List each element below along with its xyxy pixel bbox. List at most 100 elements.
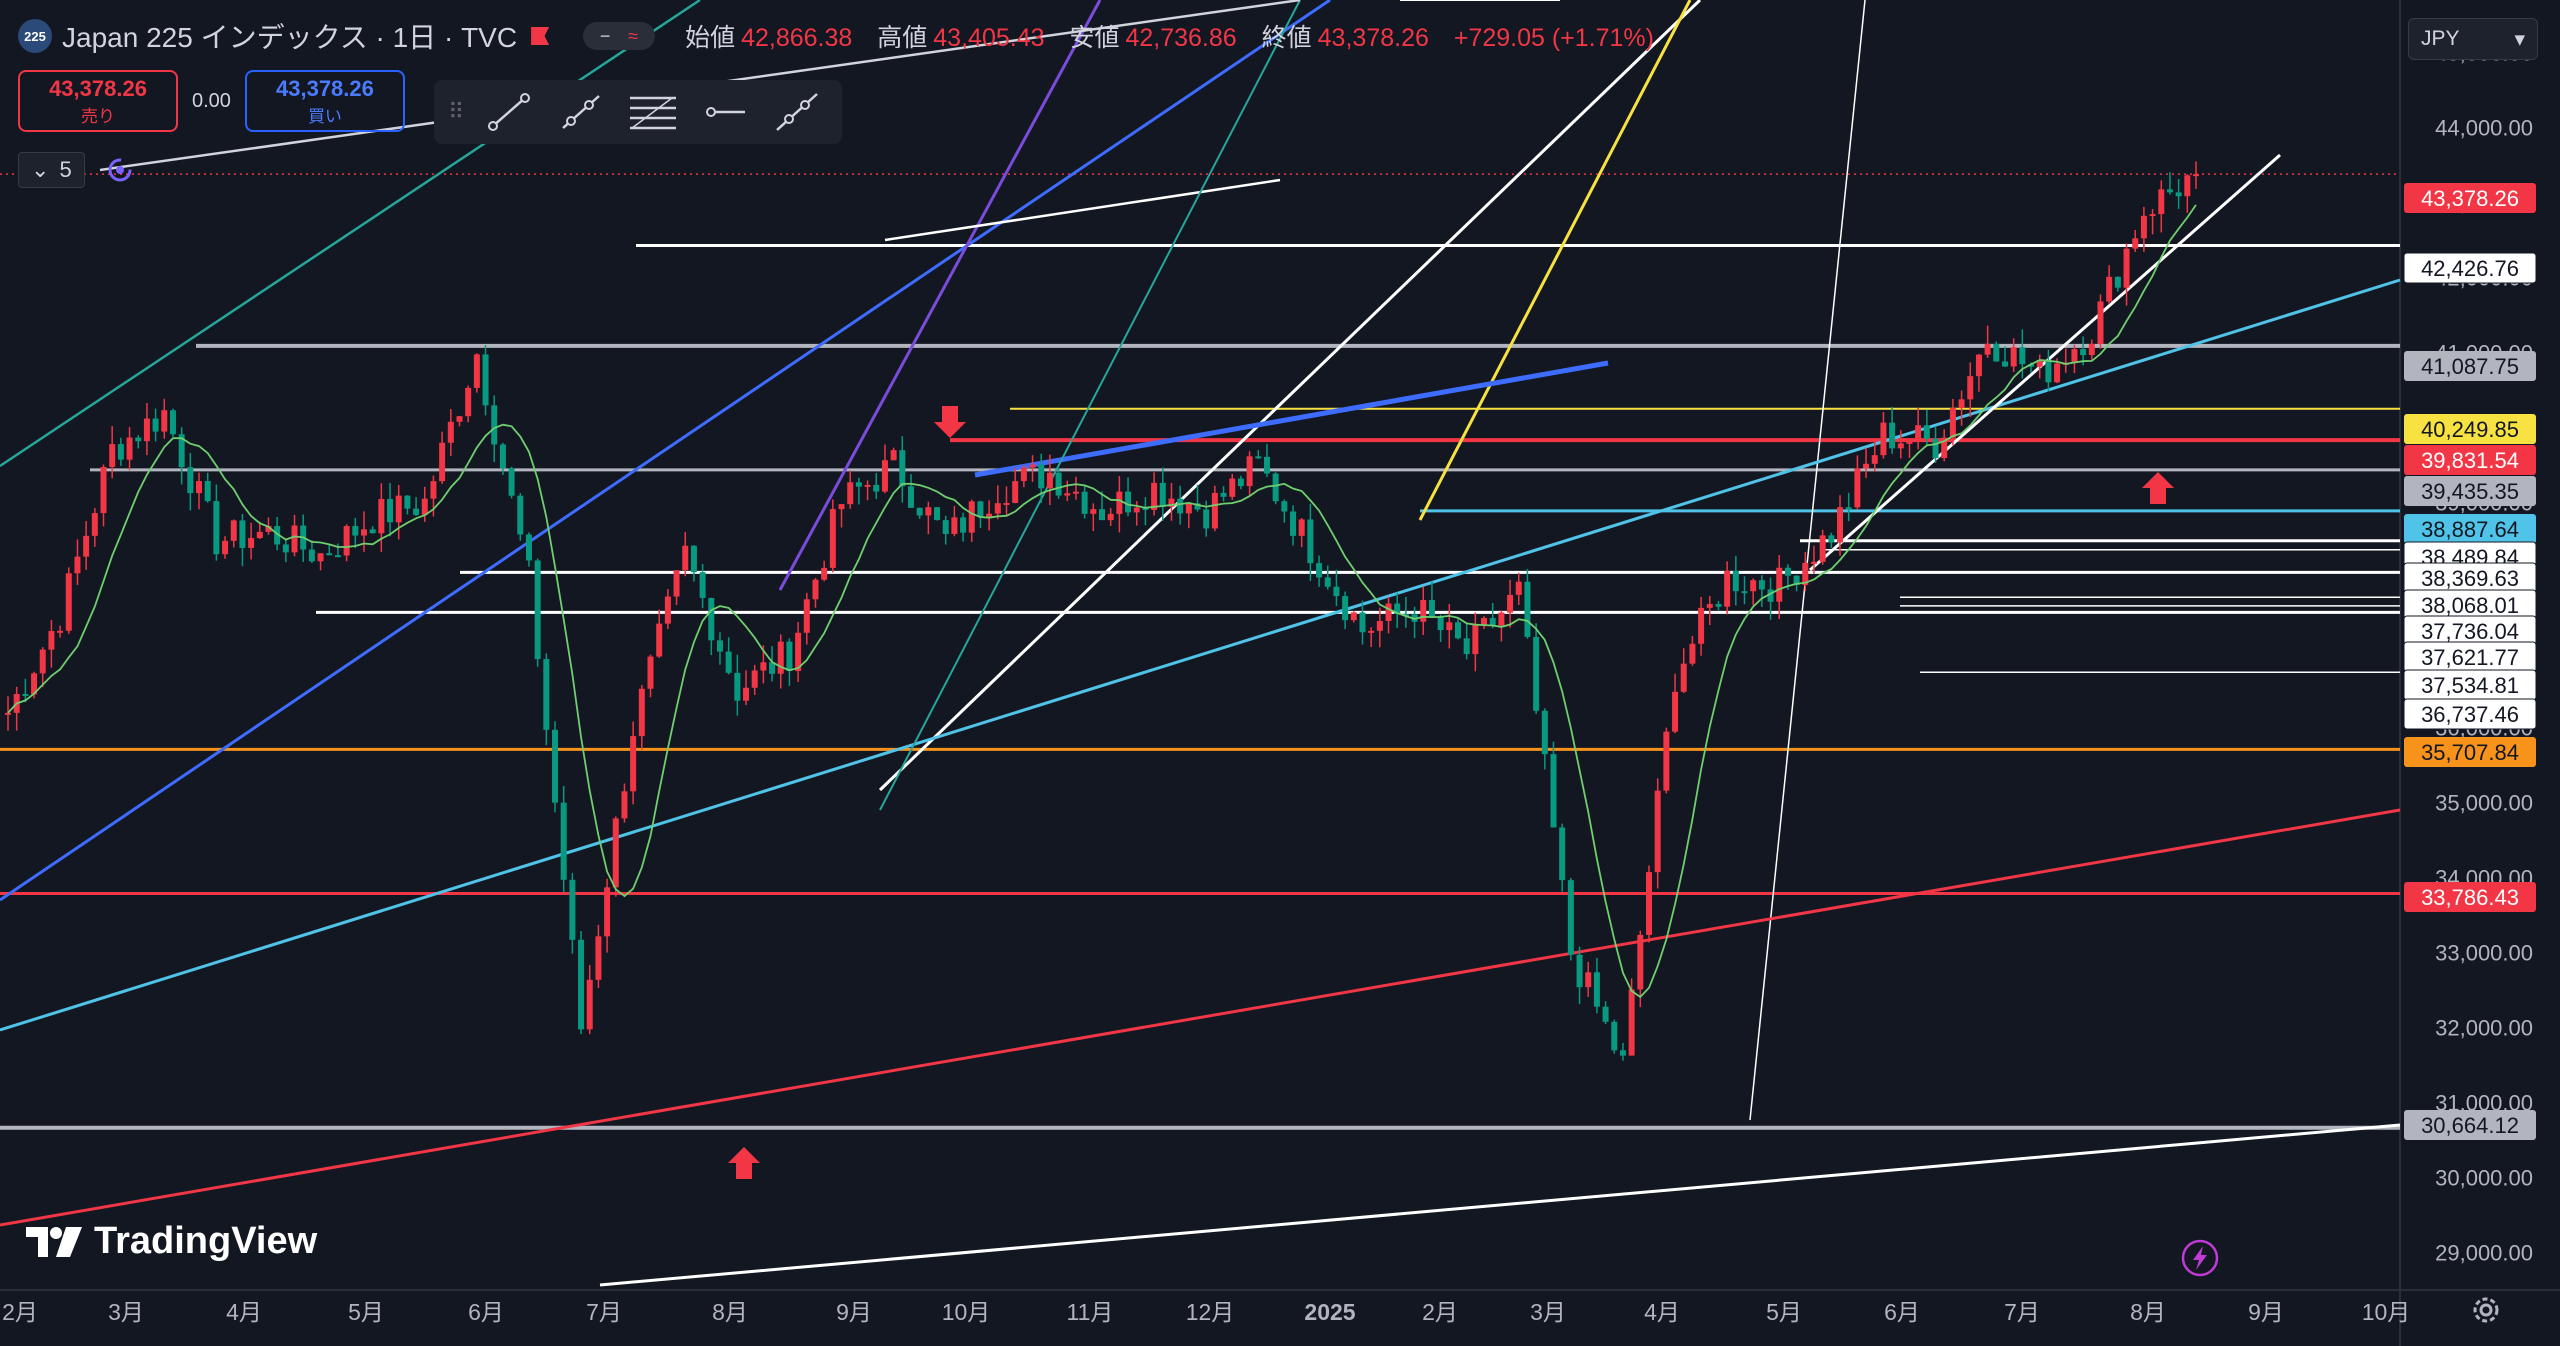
symbol-badge: 225	[18, 19, 52, 53]
candle-body	[1975, 354, 1982, 377]
candle-body	[491, 405, 498, 445]
candle-body	[1784, 567, 1791, 576]
candle-body	[196, 481, 203, 494]
candle-body	[2175, 192, 2182, 197]
flag-icon[interactable]	[531, 27, 550, 45]
price-axis-label: 37,534.81	[2421, 673, 2519, 698]
candle-body	[421, 498, 428, 515]
sync-icon[interactable]	[105, 155, 135, 185]
price-axis-label-box	[2404, 414, 2536, 444]
candle-body	[925, 507, 932, 516]
wave-icon[interactable]: ≈	[628, 26, 639, 46]
candle-body	[1941, 437, 1948, 459]
price-axis-label-box	[2404, 445, 2536, 475]
candle-body	[1029, 464, 1036, 468]
candle-body	[942, 520, 949, 534]
candle-body	[690, 545, 697, 573]
candle-body	[1611, 1021, 1618, 1051]
y-tick-label: 33,000.00	[2435, 941, 2533, 966]
x-tick-label: 11月	[1067, 1299, 1114, 1325]
candle-body	[1402, 613, 1409, 616]
candle-body	[2071, 349, 2078, 363]
candle-body	[916, 507, 923, 516]
candle-body	[708, 597, 715, 641]
high-label: 高値	[877, 24, 928, 52]
candle-body	[1272, 473, 1279, 502]
minus-icon[interactable]: −	[599, 26, 611, 46]
candle-body	[1967, 376, 1974, 400]
candle-body	[1915, 425, 1922, 442]
candle-body	[734, 672, 741, 701]
candle-body	[2158, 189, 2165, 215]
trend-line	[0, 808, 2401, 1227]
buy-button[interactable]: 43,378.26 買い	[244, 70, 405, 132]
indicators-toggle[interactable]: ⌄ 5	[18, 152, 85, 188]
candle-body	[65, 573, 72, 631]
currency-select[interactable]: JPY ▾	[2408, 18, 2538, 60]
candle-body	[855, 482, 862, 487]
x-tick-label: 5月	[1766, 1299, 1802, 1325]
logo-text: TradingView	[94, 1220, 318, 1262]
candle-body	[369, 529, 376, 534]
candle-body	[343, 526, 350, 556]
candle-body	[109, 444, 116, 467]
candle-body	[1012, 481, 1019, 503]
candle-body	[1602, 1006, 1609, 1022]
candle-body	[2114, 276, 2121, 288]
drag-handle-icon[interactable]: ⠿	[448, 99, 465, 124]
candle-body	[2149, 214, 2156, 217]
sell-button[interactable]: 43,378.26 売り	[18, 70, 178, 132]
candle-body	[873, 484, 880, 492]
x-tick-label: 4月	[226, 1299, 262, 1325]
candle-body	[743, 687, 750, 701]
candle-body	[630, 736, 637, 792]
candle-body	[1281, 501, 1288, 512]
candle-body	[1446, 622, 1453, 631]
candle-body	[308, 549, 315, 562]
candle-body	[48, 631, 55, 650]
ohlc-legend: 始値 42,866.38 高値 43,405.43 安値 42,736.86 終値 43…	[685, 18, 1672, 54]
candle-body	[465, 387, 472, 417]
candle-body	[5, 712, 11, 715]
candle-body	[534, 560, 541, 660]
buy-label: 買い	[307, 106, 342, 126]
horizontal-ray-icon[interactable]	[694, 87, 756, 137]
price-axis-label: 38,887.64	[2421, 517, 2519, 542]
candle-body	[1099, 509, 1105, 521]
candle-body	[769, 662, 776, 674]
candle-body	[1854, 468, 1861, 508]
trend-line-icon[interactable]	[478, 87, 540, 137]
candle-body	[1654, 790, 1661, 873]
candle-body	[1741, 591, 1748, 594]
candle-body	[1828, 535, 1835, 543]
candle-body	[447, 421, 454, 443]
candle-body	[2132, 238, 2139, 249]
candle-body	[2019, 347, 2026, 365]
candle-body	[482, 354, 489, 406]
candles	[5, 161, 2199, 1061]
x-tick-label: 2月	[2, 1299, 38, 1325]
tradingview-logo[interactable]: TradingView	[26, 1220, 317, 1263]
ray-icon[interactable]	[550, 87, 612, 137]
lightning-icon[interactable]	[2180, 1238, 2220, 1278]
trend-line	[1809, 153, 2281, 572]
trend-line	[0, 0, 1331, 902]
y-tick-label: 32,000.00	[2435, 1016, 2533, 1041]
header-pill[interactable]: − ≈	[583, 22, 656, 50]
price-axis-label: 39,831.54	[2421, 448, 2519, 473]
fib-retracement-icon[interactable]	[622, 87, 684, 137]
price-axis-label: 43,378.26	[2421, 186, 2519, 211]
candle-body	[829, 509, 836, 568]
candle-body	[2010, 347, 2017, 367]
x-tick-label: 2025	[1304, 1299, 1355, 1325]
candle-body	[803, 599, 810, 633]
x-tick-label: 3月	[1530, 1299, 1566, 1325]
candle-body	[230, 520, 237, 541]
candle-body	[812, 579, 819, 600]
extended-line-icon[interactable]	[766, 87, 828, 137]
candle-body	[152, 418, 159, 432]
candle-body	[1237, 478, 1244, 487]
symbol-title[interactable]: Japan 225 インデックス · 1日 · TVC	[62, 22, 518, 53]
gear-icon[interactable]	[2468, 1292, 2504, 1328]
